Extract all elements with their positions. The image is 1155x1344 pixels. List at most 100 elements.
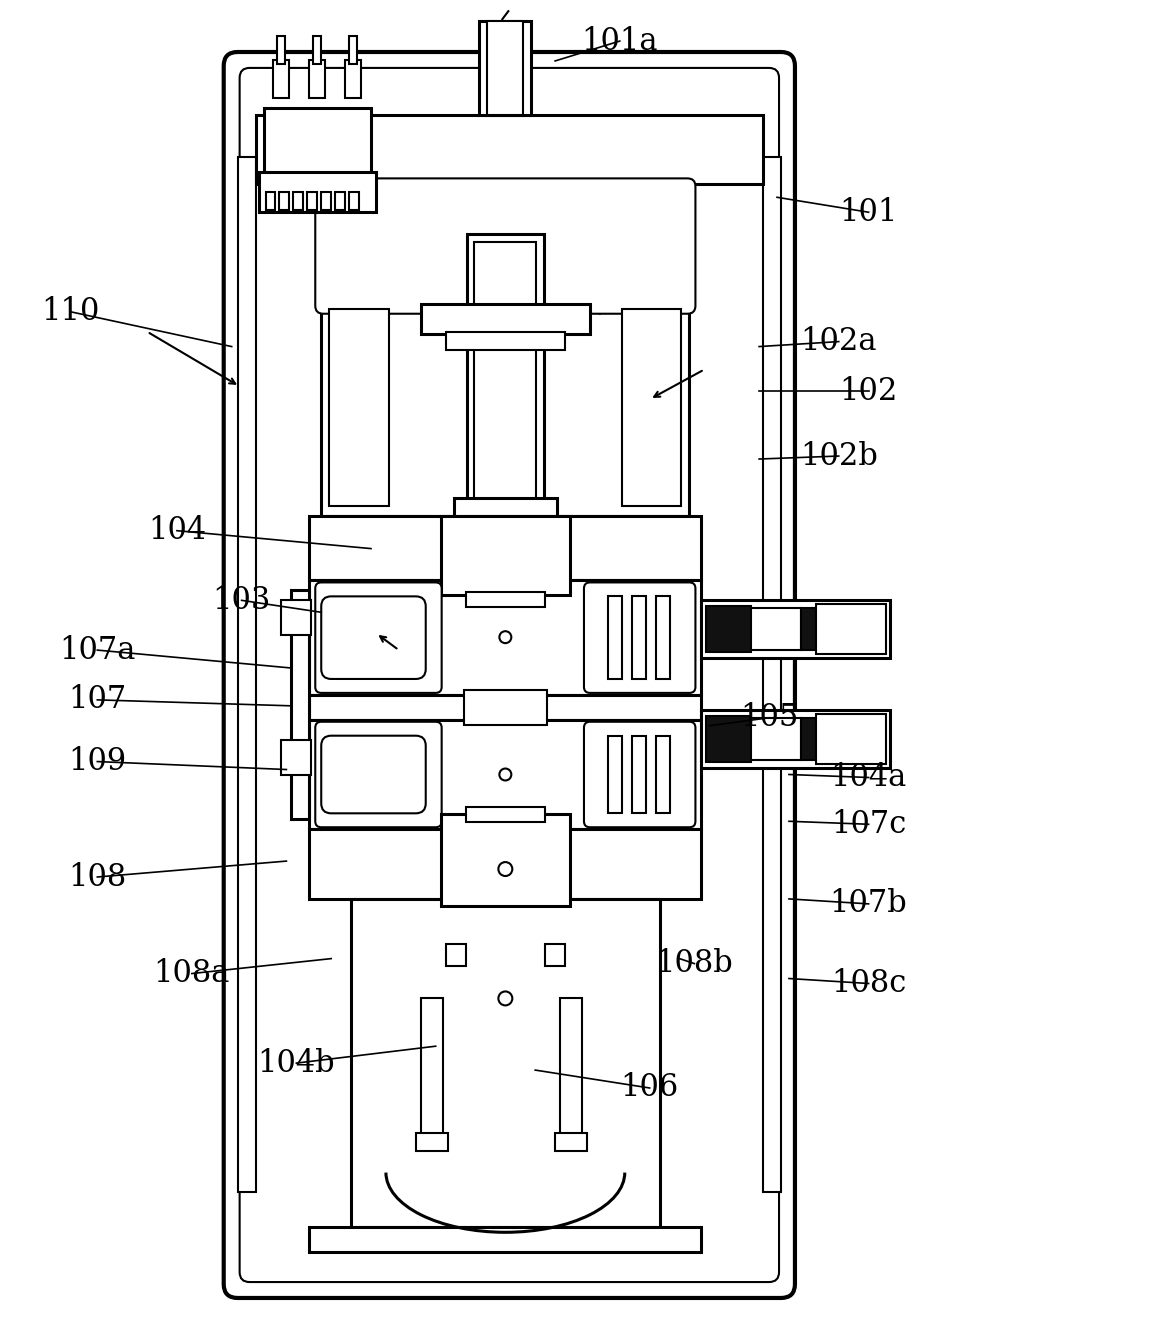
Bar	[282, 601, 312, 636]
FancyBboxPatch shape	[315, 582, 441, 694]
Text: 104: 104	[148, 515, 206, 546]
FancyBboxPatch shape	[321, 735, 426, 813]
Bar	[621, 309, 681, 505]
Bar	[321, 192, 331, 210]
FancyBboxPatch shape	[584, 582, 695, 694]
Text: 108a: 108a	[154, 958, 230, 989]
Circle shape	[498, 862, 513, 876]
Bar	[487, 22, 523, 114]
Bar	[293, 192, 304, 210]
Text: 104b: 104b	[258, 1047, 335, 1079]
Bar	[446, 943, 465, 965]
Bar	[632, 597, 646, 679]
Bar	[310, 60, 326, 98]
Bar	[560, 999, 582, 1138]
Bar	[491, 899, 520, 1019]
Text: 101a: 101a	[582, 26, 658, 56]
Bar	[656, 735, 670, 813]
Bar	[707, 716, 751, 762]
Text: 107: 107	[68, 684, 126, 715]
Text: 107a: 107a	[59, 634, 135, 665]
Bar	[701, 710, 891, 767]
Bar	[255, 114, 763, 184]
Bar	[763, 157, 781, 1192]
Bar	[479, 22, 531, 114]
Circle shape	[499, 632, 512, 644]
Bar	[608, 597, 621, 679]
Bar	[475, 242, 536, 499]
Text: 102a: 102a	[800, 327, 877, 358]
Bar	[259, 172, 377, 212]
Bar	[238, 157, 255, 1192]
Bar	[349, 192, 359, 210]
FancyBboxPatch shape	[315, 179, 695, 313]
Text: 107c: 107c	[830, 809, 907, 840]
Bar	[815, 605, 886, 655]
Bar	[263, 108, 371, 183]
Bar	[321, 184, 690, 516]
Bar	[545, 943, 565, 965]
Bar	[800, 609, 815, 650]
Bar	[349, 36, 357, 65]
Bar	[491, 234, 520, 820]
Bar	[266, 192, 275, 210]
Text: 108c: 108c	[830, 968, 907, 999]
Bar	[329, 309, 389, 505]
Bar	[274, 60, 290, 98]
FancyBboxPatch shape	[321, 597, 426, 679]
Bar	[310, 720, 701, 829]
FancyBboxPatch shape	[224, 52, 795, 1298]
Bar	[313, 36, 321, 65]
Bar	[441, 516, 571, 595]
Bar	[280, 192, 290, 210]
Bar	[335, 192, 345, 210]
Text: 109: 109	[68, 746, 126, 777]
Bar	[441, 814, 571, 906]
Text: 107b: 107b	[829, 888, 908, 919]
Bar	[310, 695, 701, 720]
Bar	[800, 718, 815, 759]
Bar	[277, 36, 285, 65]
Bar	[310, 516, 701, 581]
Text: 110: 110	[42, 296, 99, 327]
Bar	[465, 808, 545, 823]
Bar	[656, 597, 670, 679]
FancyBboxPatch shape	[315, 722, 441, 828]
Bar	[608, 735, 621, 813]
Bar	[454, 497, 557, 516]
Bar	[420, 304, 590, 333]
Bar	[291, 590, 310, 820]
Bar	[815, 714, 886, 763]
Bar	[310, 829, 701, 899]
Text: 108: 108	[68, 862, 126, 892]
Text: 105: 105	[740, 703, 798, 734]
Bar	[467, 234, 544, 505]
Bar	[701, 601, 891, 659]
Bar	[307, 192, 318, 210]
Bar	[632, 735, 646, 813]
Text: 102b: 102b	[799, 441, 878, 472]
Bar	[446, 332, 565, 349]
FancyBboxPatch shape	[584, 722, 695, 828]
Bar	[751, 718, 800, 759]
Bar	[416, 1133, 448, 1150]
Text: 108b: 108b	[656, 948, 733, 978]
Bar	[282, 739, 312, 774]
Circle shape	[498, 992, 513, 1005]
Bar	[465, 593, 545, 607]
Text: 103: 103	[213, 585, 270, 616]
Bar	[351, 899, 660, 1227]
Bar	[310, 1227, 701, 1253]
Bar	[463, 689, 547, 724]
Text: 101: 101	[840, 196, 897, 227]
Text: 104a: 104a	[830, 762, 907, 793]
Bar	[345, 60, 362, 98]
Circle shape	[499, 769, 512, 781]
Bar	[751, 609, 800, 650]
Text: 106: 106	[620, 1073, 679, 1103]
Bar	[420, 999, 442, 1138]
Bar	[556, 1133, 587, 1150]
Bar	[310, 581, 701, 695]
Bar	[707, 606, 751, 652]
Text: 102: 102	[840, 376, 897, 407]
